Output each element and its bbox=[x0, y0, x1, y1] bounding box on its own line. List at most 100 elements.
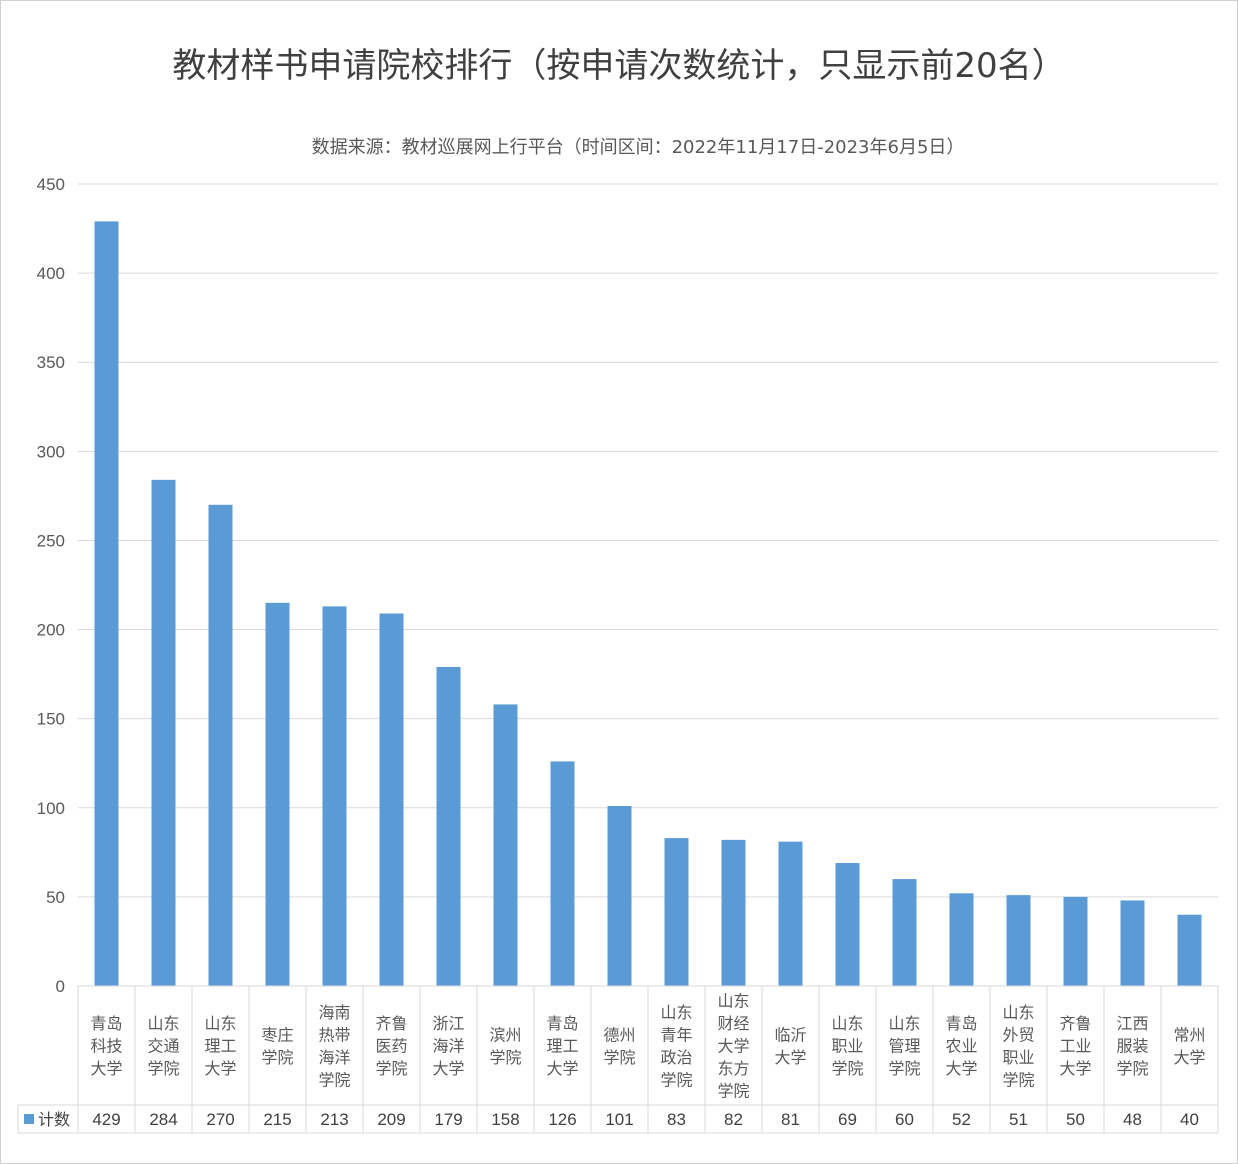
legend-label: 计数 bbox=[38, 1110, 70, 1129]
category-label: 浙江海洋大学 bbox=[432, 1014, 464, 1078]
category-label: 山东财经大学东方学院 bbox=[717, 992, 749, 1101]
bars bbox=[94, 221, 1202, 987]
category-label-line: 山东 bbox=[204, 1014, 236, 1033]
category-label-line: 大学 bbox=[774, 1048, 806, 1067]
category-label-line: 工业 bbox=[1059, 1037, 1091, 1056]
bar bbox=[265, 602, 290, 986]
category-label-line: 枣庄 bbox=[261, 1025, 293, 1044]
category-label: 齐鲁工业大学 bbox=[1059, 1014, 1091, 1078]
data-value-label: 60 bbox=[895, 1110, 914, 1129]
data-table: 青岛科技大学山东交通学院山东理工大学枣庄学院海南热带海洋学院齐鲁医药学院浙江海洋… bbox=[17, 985, 1219, 1134]
data-value-label: 52 bbox=[952, 1110, 971, 1129]
category-label-line: 大学 bbox=[432, 1059, 464, 1078]
category-label-line: 职业 bbox=[831, 1037, 863, 1056]
y-tick-label: 100 bbox=[37, 799, 65, 818]
category-label: 临沂大学 bbox=[774, 1025, 806, 1067]
y-tick-label: 250 bbox=[37, 531, 65, 550]
data-value-label: 158 bbox=[491, 1110, 519, 1129]
y-axis: 0 50 100 150 200 250 300 350 400 450 bbox=[37, 175, 65, 996]
category-label: 青岛科技大学 bbox=[90, 1014, 122, 1078]
y-tick-label: 50 bbox=[46, 888, 65, 907]
category-label-line: 学院 bbox=[489, 1048, 521, 1067]
category-label-line: 山东 bbox=[831, 1014, 863, 1033]
category-label-line: 山东 bbox=[660, 1003, 692, 1022]
category-label-line: 齐鲁 bbox=[1059, 1014, 1091, 1033]
category-label-line: 管理 bbox=[888, 1037, 920, 1056]
category-label-line: 科技 bbox=[90, 1037, 122, 1056]
data-value-label: 215 bbox=[263, 1110, 291, 1129]
category-label: 德州学院 bbox=[603, 1025, 635, 1067]
category-label-line: 山东 bbox=[888, 1014, 920, 1033]
category-label-line: 学院 bbox=[660, 1070, 692, 1089]
y-tick-label: 400 bbox=[37, 264, 65, 283]
legend-swatch bbox=[24, 1114, 34, 1124]
category-label: 山东职业学院 bbox=[831, 1014, 863, 1078]
category-label: 山东理工大学 bbox=[204, 1014, 236, 1078]
category-label-line: 海洋 bbox=[432, 1037, 464, 1056]
category-label-line: 东方 bbox=[717, 1059, 749, 1078]
category-label: 枣庄学院 bbox=[261, 1025, 293, 1067]
category-label-line: 青岛 bbox=[546, 1014, 578, 1033]
y-tick-label: 450 bbox=[37, 175, 65, 194]
category-label-line: 学院 bbox=[717, 1082, 749, 1101]
bar bbox=[607, 805, 632, 986]
category-label-line: 大学 bbox=[1173, 1048, 1205, 1067]
bar bbox=[94, 221, 119, 987]
data-value-label: 270 bbox=[206, 1110, 234, 1129]
category-label-line: 大学 bbox=[945, 1059, 977, 1078]
bar bbox=[778, 841, 803, 986]
category-label-line: 德州 bbox=[603, 1025, 635, 1044]
data-value-label: 101 bbox=[605, 1110, 633, 1129]
category-label-line: 山东 bbox=[147, 1014, 179, 1033]
bar bbox=[835, 863, 860, 986]
category-label-line: 学院 bbox=[1116, 1059, 1148, 1078]
category-label-line: 山东 bbox=[1002, 1003, 1034, 1022]
data-value-label: 126 bbox=[548, 1110, 576, 1129]
category-label-line: 临沂 bbox=[774, 1025, 806, 1044]
category-label-line: 海南 bbox=[318, 1003, 350, 1022]
category-label: 海南热带海洋学院 bbox=[318, 1003, 350, 1090]
category-label-line: 财经 bbox=[717, 1014, 749, 1033]
category-label-line: 学院 bbox=[147, 1059, 179, 1078]
category-label-line: 常州 bbox=[1173, 1025, 1205, 1044]
bar bbox=[550, 761, 575, 986]
bar bbox=[322, 606, 347, 986]
data-value-label: 82 bbox=[724, 1110, 743, 1129]
category-label-line: 大学 bbox=[1059, 1059, 1091, 1078]
bar bbox=[493, 704, 518, 986]
category-label: 常州大学 bbox=[1173, 1025, 1205, 1067]
category-label: 青岛理工大学 bbox=[546, 1014, 578, 1078]
category-label: 山东青年政治学院 bbox=[660, 1003, 692, 1090]
bar bbox=[1006, 895, 1031, 986]
category-label-line: 学院 bbox=[603, 1048, 635, 1067]
category-label-line: 理工 bbox=[204, 1037, 236, 1056]
category-label-line: 学院 bbox=[375, 1059, 407, 1078]
category-label: 山东交通学院 bbox=[147, 1014, 179, 1078]
category-label-line: 齐鲁 bbox=[375, 1014, 407, 1033]
data-value-label: 429 bbox=[92, 1110, 120, 1129]
category-label-line: 大学 bbox=[717, 1037, 749, 1056]
chart-title: 教材样书申请院校排行（按申请次数统计，只显示前20名） bbox=[172, 46, 1066, 86]
category-label-line: 青年 bbox=[660, 1025, 692, 1044]
category-label-line: 大学 bbox=[204, 1059, 236, 1078]
data-value-label: 209 bbox=[377, 1110, 405, 1129]
y-tick-label: 0 bbox=[56, 977, 65, 996]
category-label-line: 学院 bbox=[318, 1070, 350, 1089]
bar bbox=[892, 879, 917, 986]
data-value-label: 40 bbox=[1180, 1110, 1199, 1129]
category-label-line: 政治 bbox=[660, 1048, 692, 1067]
data-value-label: 51 bbox=[1009, 1110, 1028, 1129]
category-label-line: 山东 bbox=[717, 992, 749, 1011]
data-value-label: 81 bbox=[781, 1110, 800, 1129]
y-tick-label: 350 bbox=[37, 353, 65, 372]
category-label-line: 学院 bbox=[1002, 1070, 1034, 1089]
y-tick-label: 150 bbox=[37, 710, 65, 729]
data-value-label: 284 bbox=[149, 1110, 177, 1129]
category-label-line: 青岛 bbox=[945, 1014, 977, 1033]
category-label-line: 江西 bbox=[1116, 1014, 1148, 1033]
category-label-line: 农业 bbox=[945, 1037, 977, 1056]
category-label-line: 交通 bbox=[147, 1037, 179, 1056]
bar bbox=[151, 479, 176, 986]
bar bbox=[664, 838, 689, 986]
category-label-line: 医药 bbox=[375, 1037, 407, 1056]
